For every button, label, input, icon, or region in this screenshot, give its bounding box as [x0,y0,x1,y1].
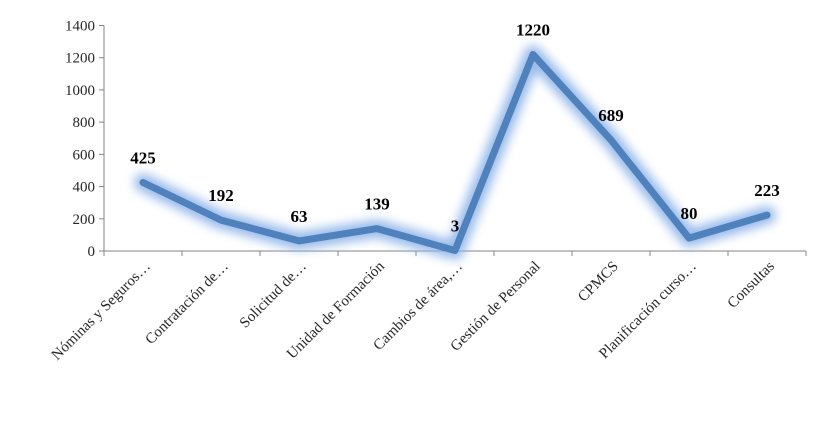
data-label: 63 [291,207,308,226]
labels-group: 425 192 63 139 3 1220 689 80 223 [130,20,780,235]
y-tick-label: 400 [73,180,96,196]
x-category-label: Solicitud de… [237,259,310,332]
series-line [139,51,771,254]
y-tick-label: 600 [73,147,96,163]
data-label: 192 [208,186,234,205]
y-tick-label: 1400 [65,19,95,35]
data-label: 1220 [516,20,550,39]
data-label: 139 [364,195,390,214]
x-category-label: Nóminas y Seguros… [49,259,154,364]
y-tick-label: 0 [88,244,96,260]
data-label: 80 [681,204,698,223]
y-tick-label: 1200 [65,51,95,67]
data-label: 3 [451,217,460,236]
data-label: 689 [598,106,624,125]
y-tick-label: 800 [73,115,96,131]
data-label: 223 [754,181,780,200]
x-category-label: CPMCS [575,259,622,306]
x-category-label: Contratación de… [142,259,231,348]
x-category-label: Consultas [725,258,778,311]
data-label: 425 [130,149,156,168]
series-group [134,45,776,260]
y-tick-label: 200 [73,212,96,228]
y-tick-label: 1000 [65,83,95,99]
